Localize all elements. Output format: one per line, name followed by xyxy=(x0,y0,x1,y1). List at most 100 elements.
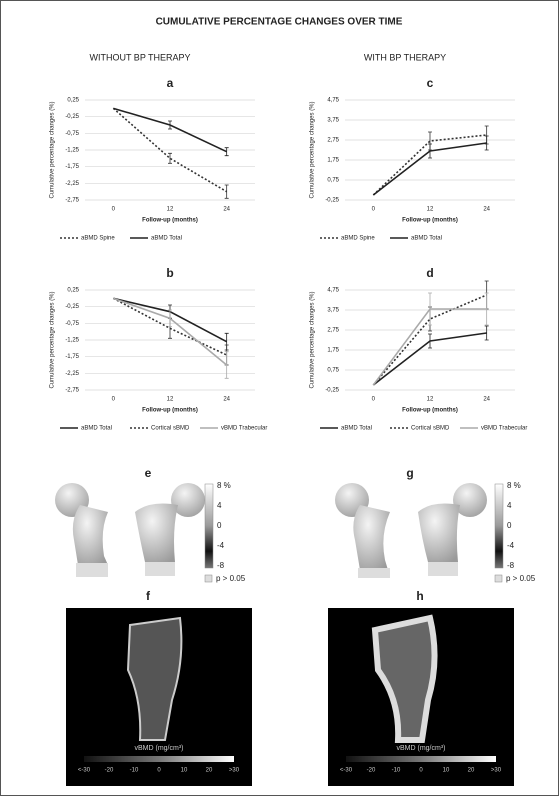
y-tick-label: -1,75 xyxy=(65,164,79,170)
vbmd-tick: -20 xyxy=(367,768,376,774)
colorbar-tick: -8 xyxy=(507,561,515,570)
colorbar-tick: -4 xyxy=(507,541,515,550)
legend-label: aBMD Total xyxy=(81,426,112,432)
vbmd-colorbar xyxy=(346,756,496,762)
x-tick-label: 0 xyxy=(112,207,116,213)
colorbar-tick: 4 xyxy=(507,501,512,510)
x-tick-label: 12 xyxy=(427,207,434,213)
y-tick-label: -2,25 xyxy=(65,371,79,377)
series-line xyxy=(372,134,487,196)
femur-models xyxy=(55,483,205,577)
y-tick-label: -0,75 xyxy=(65,131,79,137)
y-tick-label: -0,75 xyxy=(65,321,79,327)
series-line xyxy=(112,107,228,193)
y-tick-label: -2,25 xyxy=(65,181,79,187)
y-axis-title: Cumulative percentage changes (%) xyxy=(310,291,316,388)
series-line xyxy=(372,294,487,386)
vbmd-tick: 0 xyxy=(157,768,161,774)
vbmd-tick: 0 xyxy=(419,768,423,774)
x-axis-title: Follow-up (months) xyxy=(142,218,198,224)
legend-label: aBMD Total xyxy=(411,236,442,242)
vbmd-tick: <-30 xyxy=(340,768,353,774)
error-bar xyxy=(484,292,489,326)
legend-label: aBMD Total xyxy=(151,236,182,242)
panel-label: h xyxy=(416,589,423,603)
ct-femur xyxy=(126,616,183,741)
y-tick-label: -1,75 xyxy=(65,354,79,360)
error-bar xyxy=(484,325,489,341)
y-tick-label: 0,25 xyxy=(67,98,79,104)
vbmd-tick: 20 xyxy=(206,768,213,774)
vbmd-tick: 20 xyxy=(468,768,475,774)
colorbar-tick: 4 xyxy=(217,501,222,510)
y-tick-label: -0,25 xyxy=(65,114,79,120)
y-tick-label: -1,25 xyxy=(65,338,79,344)
panel-label: g xyxy=(406,466,413,480)
x-tick-label: 0 xyxy=(372,397,376,403)
vbmd-tick: >30 xyxy=(229,768,240,774)
vbmd-tick: <-30 xyxy=(78,768,91,774)
x-tick-label: 24 xyxy=(223,207,230,213)
x-tick-label: 12 xyxy=(167,207,174,213)
panel-label: a xyxy=(167,76,174,90)
panel-label: e xyxy=(145,466,152,480)
vbmd-colorbar xyxy=(84,756,234,762)
y-tick-label: 0,75 xyxy=(327,368,339,374)
legend-label: vBMD Trabecular xyxy=(221,426,267,432)
y-tick-label: -0,25 xyxy=(325,388,339,394)
colorbar-tick: 8 % xyxy=(217,481,231,490)
x-tick-label: 0 xyxy=(112,397,116,403)
legend-swatch xyxy=(494,574,503,583)
femur-models xyxy=(335,483,487,578)
vbmd-tick: -10 xyxy=(130,768,139,774)
legend-label: Cortical sBMD xyxy=(411,426,450,432)
colorbar xyxy=(204,483,214,569)
error-bar xyxy=(428,333,432,349)
colorbar-tick: -4 xyxy=(217,541,225,550)
error-bar xyxy=(428,143,432,159)
x-axis-title: Follow-up (months) xyxy=(402,408,458,414)
vbmd-tick: -10 xyxy=(392,768,401,774)
vbmd-label: vBMD (mg/cm³) xyxy=(397,745,446,752)
x-tick-label: 12 xyxy=(167,397,174,403)
y-axis-title: Cumulative percentage changes (%) xyxy=(50,101,56,198)
x-tick-label: 24 xyxy=(483,207,490,213)
y-tick-label: 3,75 xyxy=(327,118,339,124)
right-heading: WITH BP THERAPY xyxy=(364,52,446,62)
y-tick-label: -2,75 xyxy=(65,198,79,204)
y-tick-label: 1,75 xyxy=(327,348,339,354)
y-tick-label: -0,25 xyxy=(325,198,339,204)
legend-label: aBMD Total xyxy=(341,426,372,432)
error-bar xyxy=(428,292,432,326)
y-axis-title: Cumulative percentage changes (%) xyxy=(50,291,56,388)
x-tick-label: 0 xyxy=(372,207,376,213)
y-tick-label: 3,75 xyxy=(327,308,339,314)
colorbar-note: p > 0.05 xyxy=(506,574,536,583)
panel-label: f xyxy=(146,589,151,603)
panel-label: c xyxy=(427,76,434,90)
error-bar xyxy=(224,184,229,199)
error-bar xyxy=(168,120,172,130)
colorbar-tick: -8 xyxy=(217,561,225,570)
y-tick-label: -2,75 xyxy=(65,388,79,394)
y-tick-label: 0,75 xyxy=(327,178,339,184)
error-bar xyxy=(484,135,489,151)
legend-label: Cortical sBMD xyxy=(151,426,190,432)
error-bar xyxy=(168,309,172,328)
y-tick-label: 1,75 xyxy=(327,158,339,164)
left-heading: WITHOUT BP THERAPY xyxy=(89,52,190,62)
colorbar xyxy=(494,483,504,569)
y-tick-label: 2,75 xyxy=(327,138,339,144)
error-bar xyxy=(224,351,229,379)
y-tick-label: -1,25 xyxy=(65,148,79,154)
x-tick-label: 24 xyxy=(223,397,230,403)
legend-swatch xyxy=(204,574,213,583)
legend-label: aBMD Spine xyxy=(341,236,375,242)
error-bar xyxy=(168,152,172,164)
y-tick-label: 2,75 xyxy=(327,328,339,334)
y-tick-label: 4,75 xyxy=(327,98,339,104)
colorbar-tick: 8 % xyxy=(507,481,521,490)
colorbar-tick: 0 xyxy=(217,521,222,530)
legend-label: vBMD Trabecular xyxy=(481,426,527,432)
figure-title: CUMULATIVE PERCENTAGE CHANGES OVER TIME xyxy=(156,17,403,28)
